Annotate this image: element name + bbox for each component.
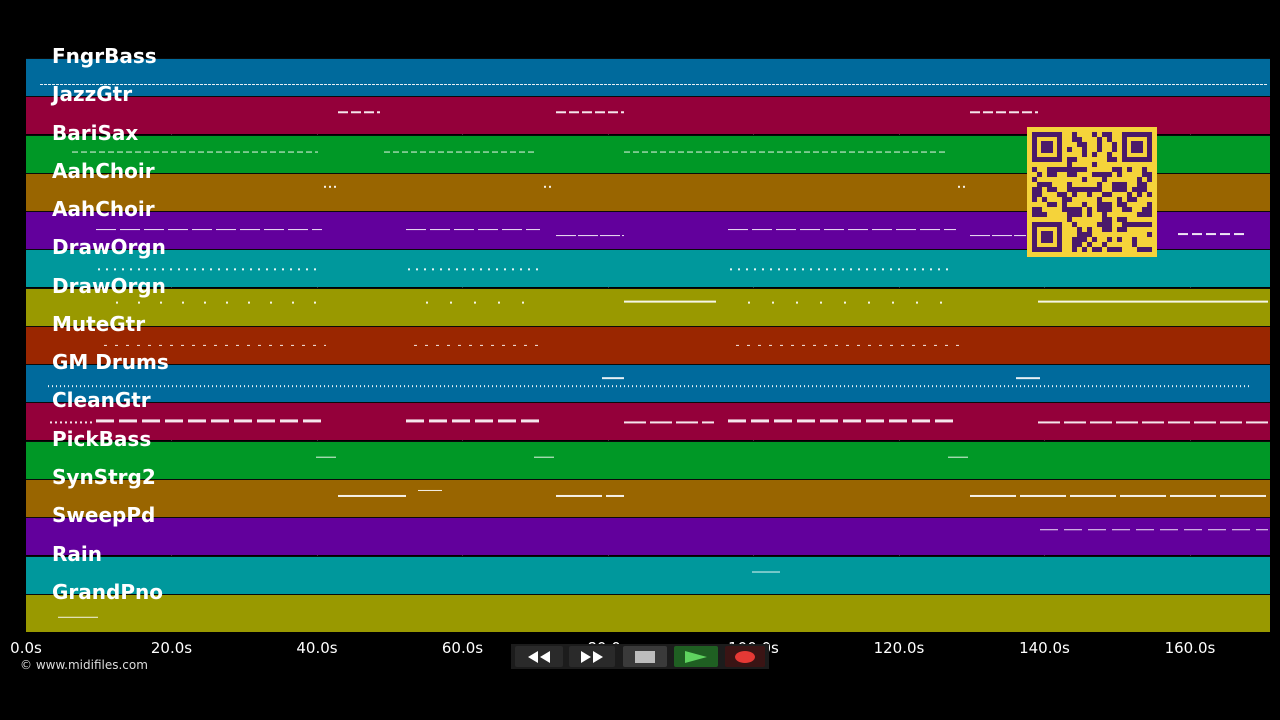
track-name: SynStrg2	[52, 464, 156, 489]
play-button[interactable]	[674, 646, 718, 667]
track-lane	[26, 440, 1270, 479]
time-tick-label: 120.0s	[873, 639, 925, 657]
track-name: AahChoir	[52, 197, 155, 222]
track-name: Rain	[52, 541, 102, 566]
track-lane	[26, 325, 1270, 364]
stop-icon	[635, 650, 655, 663]
track-name: CleanGtr	[52, 388, 151, 413]
track-name: SweepPd	[52, 503, 156, 528]
track-lane	[26, 555, 1270, 594]
time-tick-label: 0.0s	[10, 639, 42, 657]
rewind-button[interactable]	[515, 646, 563, 667]
track-name: DrawOrgn	[52, 235, 166, 260]
track-lane	[26, 58, 1270, 96]
track-lane	[26, 364, 1270, 403]
rewind-icon	[528, 650, 550, 663]
track-lane	[26, 402, 1270, 441]
time-tick-label: 40.0s	[296, 639, 338, 657]
time-tick-label: 160.0s	[1164, 639, 1216, 657]
time-tick-label: 60.0s	[441, 639, 484, 657]
qr-code-icon	[1027, 127, 1157, 257]
track-name: GM Drums	[52, 350, 169, 375]
track-name: BariSax	[52, 120, 139, 145]
fast-forward-icon	[581, 650, 603, 663]
track-lane	[26, 593, 1270, 632]
track-name: JazzGtr	[52, 82, 133, 107]
time-tick-label: 20.0s	[150, 639, 193, 657]
track-name: MuteGtr	[52, 311, 146, 336]
track-name: DrawOrgn	[52, 273, 166, 298]
track-lane	[26, 517, 1270, 556]
track-lanes	[26, 58, 1270, 632]
track-lane	[26, 287, 1270, 326]
record-icon	[735, 650, 755, 663]
copyright-text: © www.midifiles.com	[20, 658, 148, 672]
track-name: GrandPno	[52, 579, 163, 604]
track-name: PickBass	[52, 426, 152, 451]
track-name: AahChoir	[52, 158, 155, 183]
fast-forward-button[interactable]	[569, 646, 615, 667]
stop-button[interactable]	[623, 646, 667, 667]
play-icon	[685, 650, 707, 663]
record-button[interactable]	[725, 646, 765, 667]
time-tick-label: 140.0s	[1019, 639, 1070, 657]
transport-controls	[511, 644, 769, 669]
track-lane	[26, 478, 1270, 517]
track-name: FngrBass	[52, 44, 157, 68]
